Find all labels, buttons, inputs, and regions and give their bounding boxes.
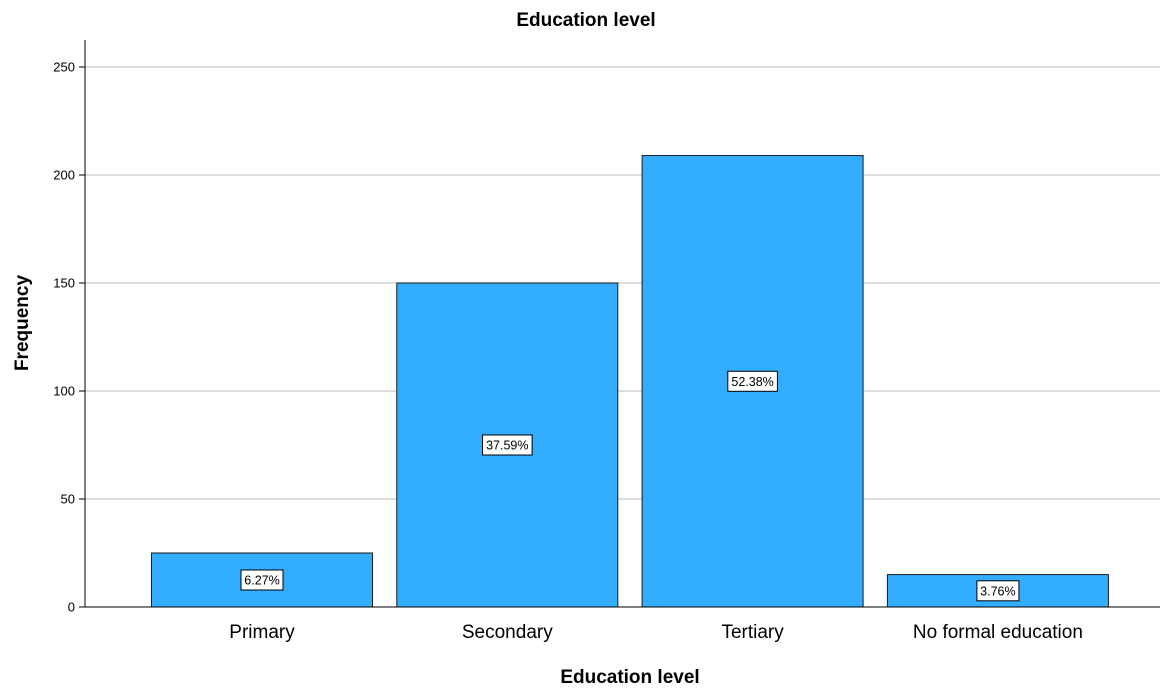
y-tick-label-0: 0	[68, 600, 75, 615]
x-axis-title: Education level	[560, 667, 699, 688]
data-label-primary: 6.27%	[244, 574, 279, 588]
data-label-secondary: 37.59%	[486, 439, 528, 453]
y-tick-label-200: 200	[53, 168, 75, 183]
data-label-tertiary: 52.38%	[731, 375, 773, 389]
x-tick-label-secondary: Secondary	[462, 622, 553, 643]
y-tick-label-250: 250	[53, 60, 75, 75]
bars	[151, 155, 1109, 608]
axes: 0 50 100 150 200 250 Primary Secondary Tertiary N…	[53, 40, 1160, 643]
x-tick-label-primary: Primary	[229, 622, 295, 643]
data-label-box-primary	[240, 569, 284, 591]
x-tick-label-no-formal-education: No formal education	[913, 622, 1083, 643]
gridlines	[85, 66, 1160, 500]
y-axis-title: Frequency	[12, 275, 33, 372]
chart-title: Education level	[516, 10, 655, 31]
data-label-box-no-formal-education	[976, 580, 1020, 602]
y-tick-label-100: 100	[53, 384, 75, 399]
data-label-box-tertiary	[727, 370, 778, 392]
y-tick-label-50: 50	[61, 492, 75, 507]
data-label-no-formal-education: 3.76%	[980, 584, 1015, 598]
x-tick-label-tertiary: Tertiary	[721, 622, 784, 643]
data-label-box-secondary	[482, 434, 533, 456]
y-tick-label-150: 150	[53, 276, 75, 291]
data-labels: 6.27% 37.59% 52.38% 3.76%	[240, 370, 1020, 602]
